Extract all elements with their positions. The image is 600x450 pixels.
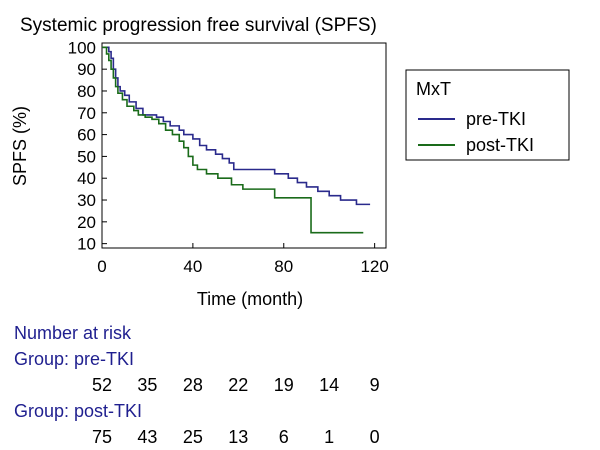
y-tick-label: 100 xyxy=(68,38,96,57)
y-axis-label: SPFS (%) xyxy=(10,106,30,186)
x-tick-label: 120 xyxy=(360,257,388,276)
legend: MxT pre-TKI post-TKI xyxy=(405,69,570,161)
series-line-post-tki xyxy=(102,46,364,234)
x-tick-label: 0 xyxy=(97,257,106,276)
risk-count: 9 xyxy=(369,375,380,395)
y-tick-label: 40 xyxy=(77,169,96,188)
y-tick-label: 30 xyxy=(77,191,96,210)
risk-count: 6 xyxy=(278,427,289,447)
risk-count: 28 xyxy=(182,375,203,395)
risk-count: 25 xyxy=(182,427,203,447)
risk-count: 43 xyxy=(137,427,158,447)
x-tick-label: 80 xyxy=(274,257,293,276)
y-tick-label: 60 xyxy=(77,126,96,145)
y-axis: 10 20 30 40 50 60 70 80 90 100 xyxy=(68,38,107,254)
risk-count: 1 xyxy=(324,427,335,447)
y-tick-label: 10 xyxy=(77,235,96,254)
legend-title: MxT xyxy=(416,79,451,99)
legend-label-pre-tki: pre-TKI xyxy=(466,109,526,129)
y-tick-label: 80 xyxy=(77,82,96,101)
chart-title: Systemic progression free survival (SPFS… xyxy=(20,15,377,36)
y-tick-label: 50 xyxy=(77,147,96,166)
risk-group-label-pre-tki: Group: pre-TKI xyxy=(14,349,135,369)
risk-count: 22 xyxy=(228,375,249,395)
x-axis-label: Time (month) xyxy=(197,289,303,309)
y-tick-label: 90 xyxy=(77,60,96,79)
risk-group-label-post-tki: Group: post-TKI xyxy=(14,401,143,421)
risk-count: 75 xyxy=(91,427,113,447)
risk-table-title: Number at risk xyxy=(14,323,132,343)
y-tick-label: 20 xyxy=(77,213,96,232)
risk-count: 19 xyxy=(273,375,294,395)
series-layer xyxy=(102,46,371,234)
y-tick-label: 70 xyxy=(77,104,96,123)
risk-count: 0 xyxy=(369,427,380,447)
series-line-pre-tki xyxy=(102,46,371,206)
risk-count: 13 xyxy=(228,427,249,447)
x-tick-label: 40 xyxy=(183,257,202,276)
plot-frame xyxy=(101,42,387,249)
risk-count: 14 xyxy=(319,375,340,395)
risk-count: 35 xyxy=(137,375,158,395)
x-axis: 0 40 80 120 xyxy=(97,243,389,276)
risk-count: 52 xyxy=(91,375,113,395)
legend-label-post-tki: post-TKI xyxy=(466,135,534,155)
